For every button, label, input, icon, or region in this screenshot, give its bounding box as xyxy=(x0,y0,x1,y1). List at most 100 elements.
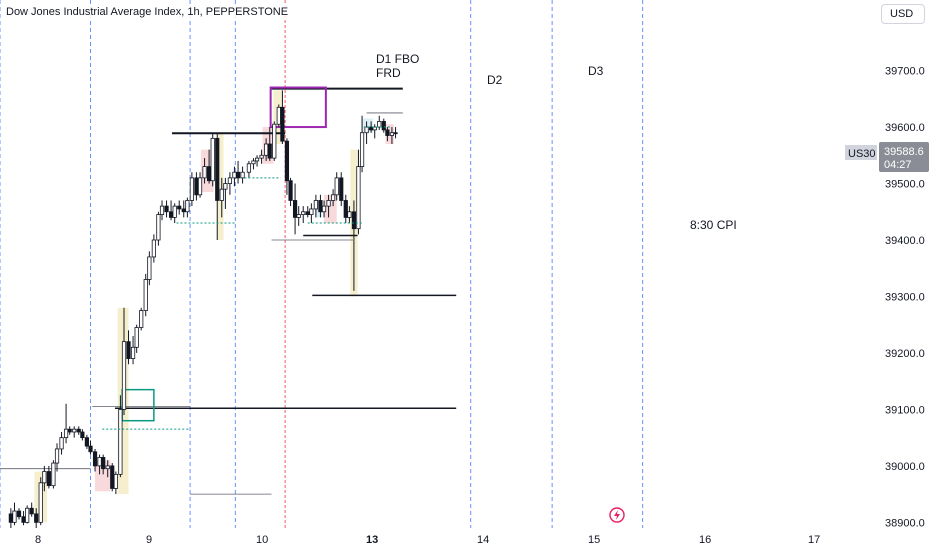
x-tick-label-2: 10 xyxy=(256,534,268,546)
candle-43 xyxy=(189,172,194,207)
highlight-zone-4 xyxy=(217,132,224,240)
y-tick-label-6: 39500.0 xyxy=(885,179,925,191)
candle-body-46 xyxy=(202,166,207,179)
candle-body-89 xyxy=(385,129,390,136)
candle-body-79 xyxy=(343,200,348,218)
candle-body-76 xyxy=(330,194,336,201)
candle-body-9 xyxy=(46,471,51,487)
candle-67 xyxy=(292,183,298,235)
candle-63 xyxy=(276,104,281,128)
candle-body-90 xyxy=(389,132,395,136)
candle-61 xyxy=(267,127,272,161)
symbol-badge-bg xyxy=(845,145,877,160)
candle-84 xyxy=(364,121,369,144)
candle-64 xyxy=(280,90,285,144)
chart-title: Dow Jones Industrial Average Index, 1h, … xyxy=(4,5,291,19)
candle-78 xyxy=(339,172,344,207)
candle-body-50 xyxy=(219,188,224,201)
candle-body-20 xyxy=(92,451,98,467)
y-tick-label-5: 39400.0 xyxy=(885,235,925,247)
candle-body-91 xyxy=(393,132,398,135)
candle-4 xyxy=(25,505,30,524)
annotation-cpi: 8:30 CPI xyxy=(690,218,737,232)
candle-34 xyxy=(151,234,156,263)
x-tick-label-5: 15 xyxy=(588,534,600,546)
candle-28 xyxy=(126,330,131,365)
candle-71 xyxy=(309,203,314,224)
candle-5 xyxy=(29,502,34,517)
candle-body-31 xyxy=(139,310,144,328)
candle-body-43 xyxy=(189,177,194,201)
candle-76 xyxy=(330,189,336,207)
candle-87 xyxy=(377,115,382,130)
candle-59 xyxy=(259,149,264,164)
candle-51 xyxy=(223,177,228,209)
candle-body-44 xyxy=(194,177,199,196)
candle-89 xyxy=(385,127,390,142)
candle-body-16 xyxy=(76,428,81,433)
price-badge-value: 39588.6 xyxy=(884,146,924,158)
candle-12 xyxy=(59,432,64,455)
candle-33 xyxy=(147,251,152,286)
x-tick-label-6: 16 xyxy=(699,534,711,546)
candle-19 xyxy=(88,440,93,455)
candle-15 xyxy=(72,426,77,438)
candle-44 xyxy=(194,172,199,201)
currency-button[interactable]: USD xyxy=(881,4,925,24)
y-tick-label-2: 39100.0 xyxy=(885,404,925,416)
candle-62 xyxy=(272,121,277,161)
price-badge-bg xyxy=(879,142,929,172)
candle-body-17 xyxy=(80,431,85,439)
candle-75 xyxy=(326,194,331,218)
candle-56 xyxy=(246,160,252,178)
candle-body-56 xyxy=(246,163,252,173)
candle-16 xyxy=(76,426,81,435)
candle-body-60 xyxy=(264,143,269,156)
candle-body-57 xyxy=(251,160,256,165)
x-tick-label-7: 17 xyxy=(808,534,820,546)
candle-30 xyxy=(134,324,139,353)
candle-body-62 xyxy=(272,123,277,159)
candle-69 xyxy=(301,206,306,224)
candle-50 xyxy=(219,177,224,218)
candle-54 xyxy=(235,160,241,184)
candle-body-38 xyxy=(168,211,174,218)
candle-88 xyxy=(381,118,386,133)
candle-body-66 xyxy=(288,180,293,201)
candle-body-59 xyxy=(259,154,264,159)
candle-39 xyxy=(172,203,177,224)
candle-body-18 xyxy=(84,437,89,447)
candle-body-34 xyxy=(151,239,156,258)
candle-body-14 xyxy=(67,428,72,433)
candle-body-30 xyxy=(134,327,139,348)
candle-body-41 xyxy=(181,208,186,213)
candle-body-19 xyxy=(88,445,93,453)
candle-body-72 xyxy=(313,200,318,210)
candle-body-35 xyxy=(156,214,161,241)
candle-body-74 xyxy=(321,205,327,213)
candle-body-51 xyxy=(223,183,228,190)
candle-11 xyxy=(54,443,60,472)
candle-18 xyxy=(84,434,89,449)
annotation-d1-fbo: D1 FBO xyxy=(376,52,419,66)
candle-body-63 xyxy=(276,106,281,125)
candle-body-55 xyxy=(240,171,245,179)
candle-body-83 xyxy=(359,132,365,167)
highlight-zone-11 xyxy=(385,124,394,144)
annotation-frd: FRD xyxy=(376,66,401,80)
y-tick-label-0: 38900.0 xyxy=(885,517,925,529)
candle-body-54 xyxy=(235,171,241,179)
candle-41 xyxy=(181,200,186,218)
candle-body-84 xyxy=(364,126,369,134)
candle-17 xyxy=(80,429,85,441)
candle-body-61 xyxy=(267,143,272,159)
candle-body-42 xyxy=(185,200,190,213)
candle-body-67 xyxy=(292,200,298,218)
candle-body-2 xyxy=(16,510,22,518)
candle-body-45 xyxy=(197,177,203,196)
x-tick-label-3: 13 xyxy=(366,534,378,546)
candle-42 xyxy=(185,197,190,218)
candle-37 xyxy=(164,200,169,218)
x-tick-label-0: 8 xyxy=(35,534,41,546)
